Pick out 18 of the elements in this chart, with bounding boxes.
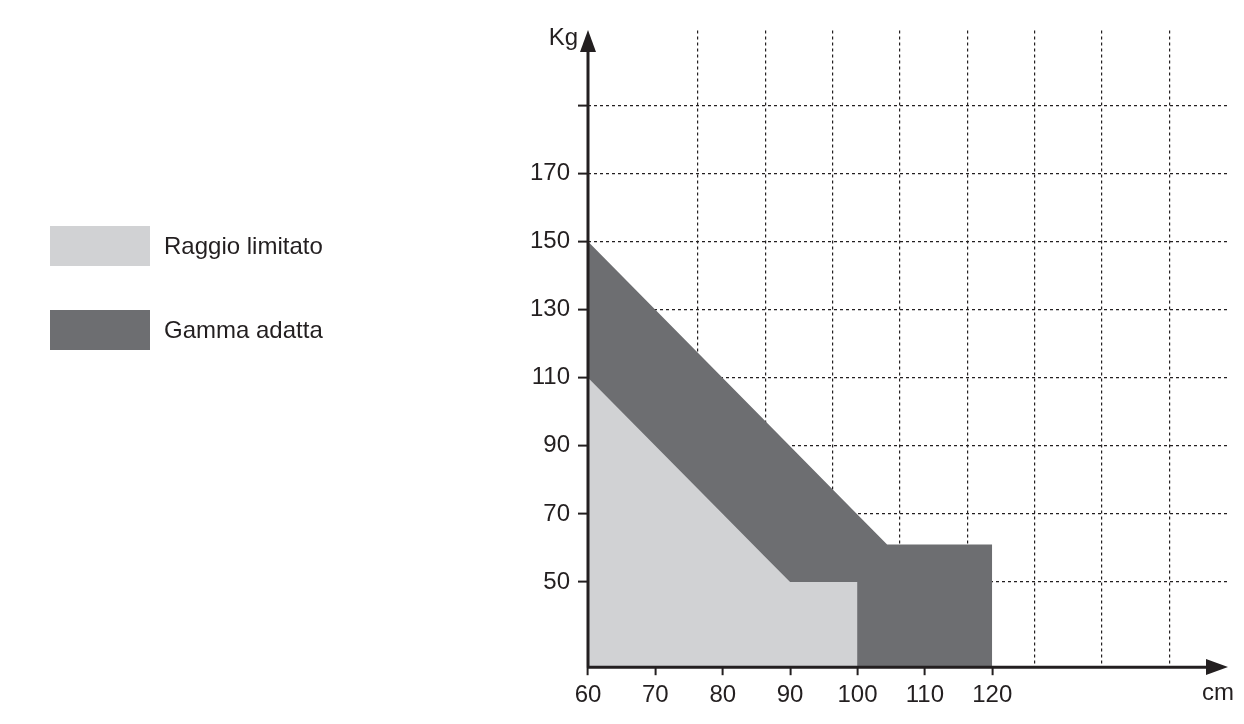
- x-axis-title: cm: [1202, 677, 1234, 705]
- y-axis-title: Kg: [548, 23, 578, 51]
- y-tick-label: 90: [543, 430, 570, 458]
- y-tick-label: 110: [531, 362, 570, 390]
- x-tick-label: 80: [709, 680, 737, 708]
- x-tick-label: 110: [905, 680, 944, 708]
- x-tick-label: 70: [642, 680, 669, 708]
- y-tick-label: 70: [543, 498, 570, 526]
- legend-label: Gamma adatta: [164, 316, 323, 344]
- x-tick-label: 90: [776, 680, 804, 708]
- y-tick-label: 50: [543, 566, 570, 594]
- y-tick-label: 130: [529, 294, 570, 322]
- x-tick-label: 100: [837, 680, 878, 708]
- x-tick-label: 120: [972, 680, 1013, 708]
- x-tick-label: 60: [574, 680, 602, 708]
- legend-label: Raggio limitato: [164, 232, 323, 260]
- y-tick-label: 150: [529, 226, 570, 254]
- y-tick-label: 170: [529, 158, 570, 186]
